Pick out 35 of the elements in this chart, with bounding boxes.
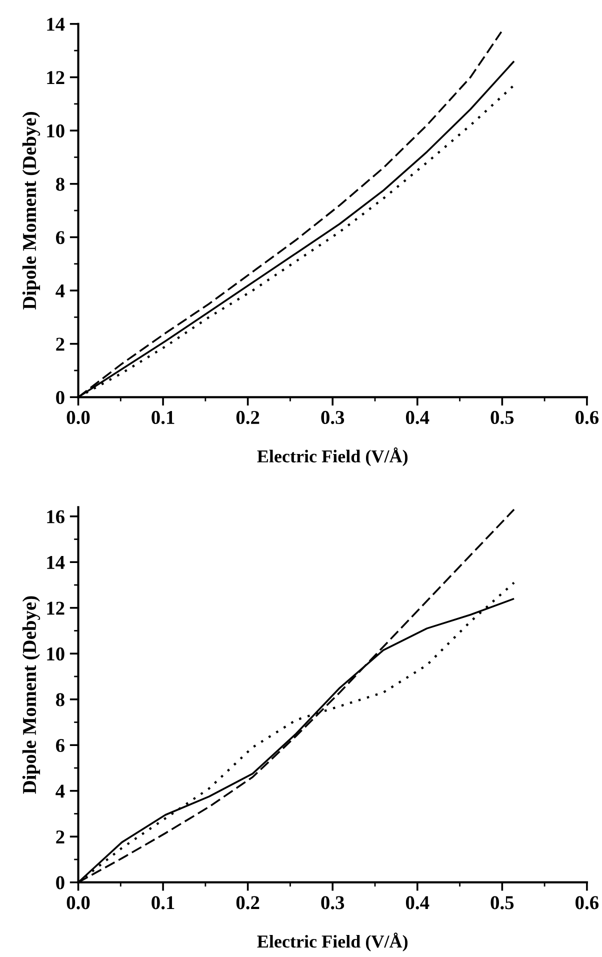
x-tick-label: 0.0	[66, 410, 90, 424]
y-tick-label: 4	[56, 784, 65, 798]
y-tick-label: 12	[47, 602, 64, 615]
y-tick-label: 14	[47, 18, 65, 31]
y-tick-label: 10	[47, 124, 64, 138]
x-axis-title: Electric Field (V/Å)	[257, 447, 408, 466]
x-tick-label: 0.6	[576, 896, 599, 910]
y-tick-label: 8	[56, 693, 64, 706]
y-tick-label: 2	[56, 830, 64, 844]
y-tick-label: 0	[56, 390, 64, 404]
y-tick-label: 16	[47, 510, 64, 524]
x-axis-title: Electric Field (V/Å)	[257, 932, 408, 952]
x-tick-label: 0.4	[406, 896, 430, 910]
y-tick-label: 12	[47, 71, 64, 84]
y-tick-label: 6	[56, 738, 64, 752]
x-tick-label: 0.2	[236, 896, 260, 910]
y-tick-label: 14	[47, 556, 65, 569]
y-tick-label: 6	[56, 231, 64, 244]
y-tick-label: 10	[47, 647, 64, 661]
y-tick-label: 2	[56, 338, 64, 351]
x-tick-label: 0.0	[66, 896, 90, 910]
y-tick-label: 4	[56, 284, 65, 298]
y-axis-title: Dipole Moment (Debye)	[22, 112, 40, 310]
x-tick-label: 0.1	[152, 896, 174, 910]
x-tick-label: 0.3	[321, 896, 344, 910]
y-tick-label: 0	[56, 876, 64, 890]
y-axis-title: Dipole Moment (Debye)	[22, 596, 40, 794]
y-tick-label: 8	[56, 178, 64, 191]
x-tick-label: 0.1	[152, 410, 174, 424]
x-tick-label: 0.6	[576, 410, 599, 424]
x-tick-label: 0.2	[236, 410, 260, 424]
x-tick-label: 0.5	[490, 410, 514, 424]
x-tick-label: 0.3	[321, 410, 344, 424]
x-tick-label: 0.4	[406, 410, 430, 424]
x-tick-label: 0.5	[490, 896, 514, 910]
